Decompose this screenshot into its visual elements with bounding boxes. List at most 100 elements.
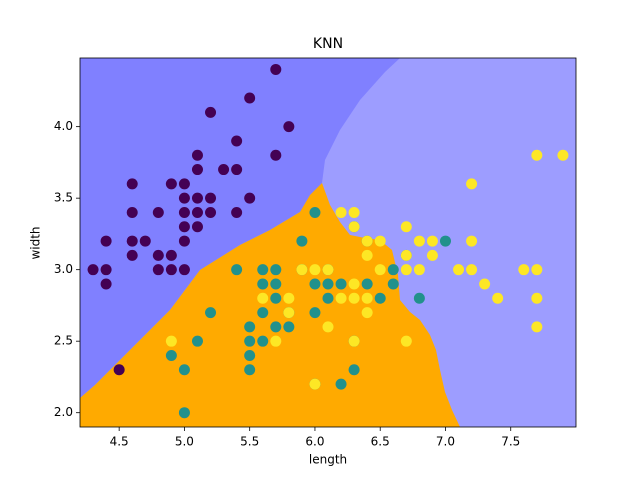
point: [531, 321, 543, 333]
point: [387, 278, 399, 290]
point: [309, 378, 321, 390]
point: [270, 264, 282, 276]
point: [270, 278, 282, 290]
point: [400, 221, 412, 233]
x-tick-label: 6.0: [305, 435, 324, 449]
point: [205, 106, 217, 118]
point: [231, 164, 243, 176]
point: [205, 307, 217, 319]
point: [387, 264, 399, 276]
point: [257, 307, 269, 319]
y-tick-label: 2.5: [54, 334, 73, 348]
point: [283, 307, 295, 319]
point: [348, 221, 360, 233]
point: [335, 278, 347, 290]
y-tick-label: 4.0: [54, 119, 73, 133]
point: [152, 249, 164, 261]
y-tick-label: 2.0: [54, 405, 73, 419]
point: [361, 235, 373, 247]
point: [283, 321, 295, 333]
point: [400, 264, 412, 276]
point: [191, 192, 203, 204]
point: [466, 178, 478, 190]
point: [374, 264, 386, 276]
point: [139, 235, 151, 247]
point: [361, 292, 373, 304]
point: [400, 249, 412, 261]
point: [152, 206, 164, 218]
point: [178, 264, 190, 276]
point: [231, 206, 243, 218]
point: [191, 221, 203, 233]
point: [361, 278, 373, 290]
point: [309, 307, 321, 319]
point: [309, 206, 321, 218]
point: [152, 264, 164, 276]
axes-frame: [79, 57, 577, 428]
point: [309, 278, 321, 290]
point: [283, 292, 295, 304]
point: [361, 249, 373, 261]
point: [322, 292, 334, 304]
point: [335, 378, 347, 390]
y-axis-label: width: [29, 226, 43, 259]
point: [518, 264, 530, 276]
point: [270, 335, 282, 347]
point: [479, 278, 491, 290]
point: [466, 264, 478, 276]
point: [492, 292, 504, 304]
point: [413, 235, 425, 247]
point: [191, 149, 203, 161]
point: [165, 349, 177, 361]
point: [374, 292, 386, 304]
point: [244, 321, 256, 333]
point: [557, 149, 569, 161]
y-tick-label: 3.0: [54, 262, 73, 276]
point: [296, 264, 308, 276]
point: [335, 206, 347, 218]
point: [87, 264, 99, 276]
point: [191, 164, 203, 176]
point: [531, 264, 543, 276]
region-left: [80, 58, 400, 398]
point: [374, 235, 386, 247]
point: [218, 164, 230, 176]
point: [100, 278, 112, 290]
point: [178, 407, 190, 419]
point: [296, 235, 308, 247]
point: [453, 264, 465, 276]
point: [257, 292, 269, 304]
point: [191, 206, 203, 218]
point: [348, 206, 360, 218]
point: [348, 278, 360, 290]
x-tick-label: 5.0: [175, 435, 194, 449]
point: [126, 178, 138, 190]
x-tick-label: 7.0: [436, 435, 455, 449]
y-tick-label: 3.5: [54, 191, 73, 205]
x-tick-label: 4.5: [110, 435, 129, 449]
point: [100, 235, 112, 247]
point: [100, 264, 112, 276]
point: [270, 149, 282, 161]
point: [244, 364, 256, 376]
point: [531, 292, 543, 304]
point: [257, 335, 269, 347]
point: [165, 249, 177, 261]
point: [205, 206, 217, 218]
point: [191, 335, 203, 347]
point: [231, 264, 243, 276]
point: [348, 335, 360, 347]
point: [283, 121, 295, 133]
point: [205, 192, 217, 204]
point: [126, 249, 138, 261]
point: [400, 335, 412, 347]
point: [165, 335, 177, 347]
point: [426, 249, 438, 261]
point: [178, 192, 190, 204]
point: [348, 364, 360, 376]
point: [413, 264, 425, 276]
point: [348, 292, 360, 304]
point: [309, 264, 321, 276]
chart-title: KNN: [313, 36, 343, 52]
